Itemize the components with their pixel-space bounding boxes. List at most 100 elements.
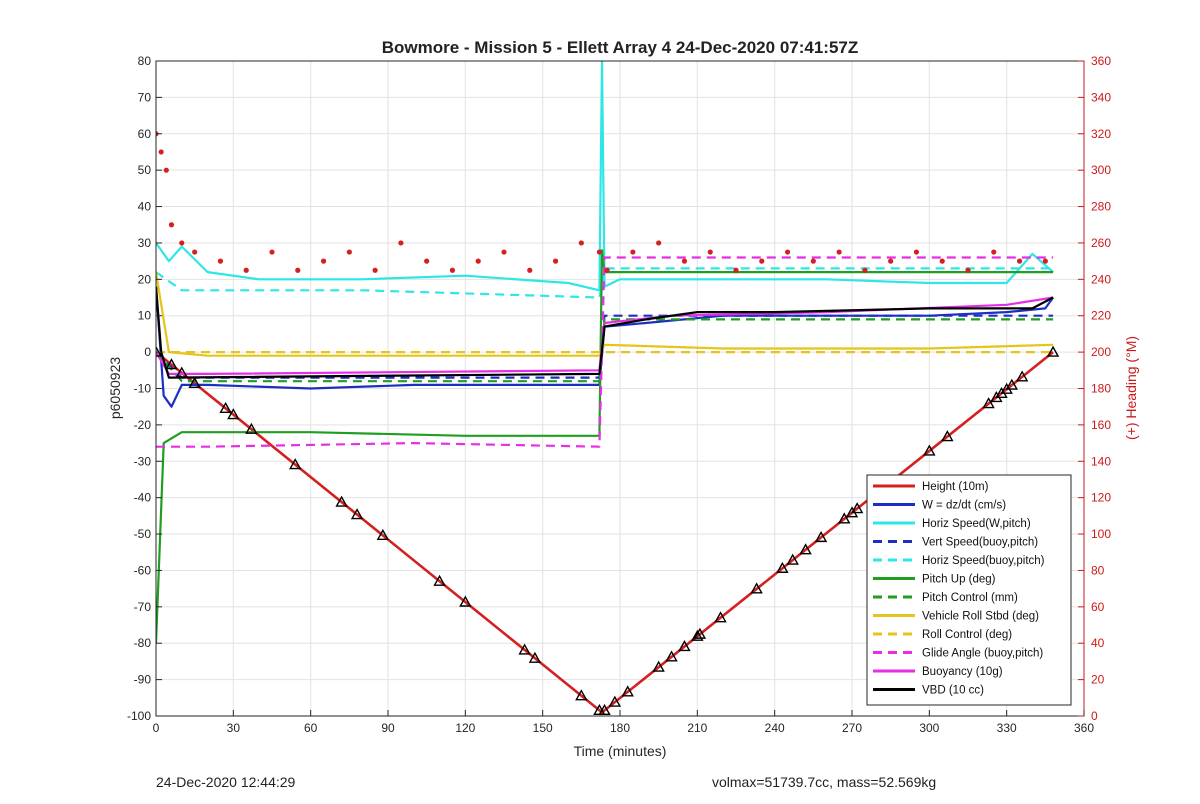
legend-entry: Horiz Speed(buoy,pitch) <box>922 555 1045 567</box>
heading-point <box>168 222 175 228</box>
series-line-6 <box>156 318 1054 383</box>
dive-marker <box>575 689 588 701</box>
heading-point <box>578 240 584 246</box>
y-tick-label: -80 <box>134 636 152 650</box>
y-tick-label: 80 <box>138 54 152 68</box>
legend-entry: Vert Speed(buoy,pitch) <box>922 537 1038 549</box>
dive-marker <box>376 528 390 541</box>
heading-point <box>888 258 894 264</box>
dive-marker <box>814 530 828 543</box>
legend-entry: Horiz Speed(W,pitch) <box>922 518 1031 530</box>
dive-marker <box>245 422 258 434</box>
legend-entry: Vehicle Roll Stbd (deg) <box>922 611 1039 623</box>
y-right-tick-label: 40 <box>1091 636 1105 650</box>
heading-point <box>163 167 169 173</box>
y-tick-label: -30 <box>134 454 152 468</box>
y-tick-label: 20 <box>138 272 152 286</box>
heading-point <box>398 240 404 246</box>
heading-point <box>527 267 533 273</box>
x-tick-label: 120 <box>455 721 475 735</box>
dive-marker <box>350 508 364 520</box>
legend-entry: Glide Angle (buoy,pitch) <box>922 648 1043 660</box>
y-tick-label: -10 <box>134 382 152 396</box>
heading-point <box>346 249 352 255</box>
y-tick-label: -50 <box>134 527 152 541</box>
dive-marker <box>714 611 727 623</box>
dive-marker <box>652 660 665 672</box>
dive-marker <box>1046 345 1060 357</box>
legend-entry: Height (10m) <box>922 481 989 493</box>
x-tick-label: 150 <box>533 721 553 735</box>
heading-point <box>295 267 301 273</box>
heading-point <box>475 258 481 264</box>
y-tick-label: 70 <box>138 90 152 104</box>
y-tick-label: -90 <box>134 673 152 687</box>
heading-point <box>630 249 636 255</box>
x-tick-label: 60 <box>304 721 318 735</box>
series-line-10 <box>156 296 1054 375</box>
heading-point <box>424 258 430 264</box>
x-tick-label: 0 <box>153 721 160 735</box>
x-tick-label: 180 <box>610 721 630 735</box>
legend-entry: VBD (10 cc) <box>922 685 984 697</box>
y-right-tick-label: 160 <box>1091 418 1111 432</box>
heading-point <box>733 267 739 273</box>
y-tick-label: 0 <box>144 345 151 359</box>
heading-point <box>1016 258 1023 264</box>
y-right-tick-label: 120 <box>1091 491 1111 505</box>
y-tick-label: -70 <box>134 600 152 614</box>
y-right-tick-label: 280 <box>1091 200 1111 214</box>
chart-title: Bowmore - Mission 5 - Ellett Array 4 24-… <box>382 38 859 57</box>
heading-point <box>913 249 920 255</box>
legend-entry: Buoyancy (10g) <box>922 666 1003 678</box>
y-tick-label: 60 <box>138 127 152 141</box>
y-tick-label: -40 <box>134 491 152 505</box>
heading-point <box>991 249 997 255</box>
x-tick-label: 210 <box>687 721 707 735</box>
dive-marker <box>693 627 707 639</box>
heading-point <box>158 149 164 155</box>
heading-point <box>552 258 559 264</box>
y-tick-label: -60 <box>134 563 152 577</box>
dive-marker <box>923 444 936 456</box>
heading-point <box>320 258 327 264</box>
y-right-tick-label: 80 <box>1091 563 1105 577</box>
dive-marker <box>750 582 763 594</box>
y-right-tick-label: 200 <box>1091 345 1111 359</box>
y-tick-label: 40 <box>138 200 152 214</box>
dive-marker <box>850 502 864 514</box>
dive-marker <box>786 553 799 565</box>
x-axis-label: Time (minutes) <box>574 743 667 759</box>
x-tick-label: 330 <box>997 721 1017 735</box>
y-right-tick-label: 300 <box>1091 163 1111 177</box>
y-tick-label: 30 <box>138 236 152 250</box>
y-tick-label: 10 <box>138 309 152 323</box>
dive-marker <box>518 643 531 655</box>
y-right-tick-label: 140 <box>1091 454 1111 468</box>
heading-point <box>243 267 249 273</box>
dive-marker <box>227 408 240 420</box>
y-right-tick-label: 180 <box>1091 382 1111 396</box>
dive-marker <box>528 651 542 663</box>
dive-marker <box>598 703 611 716</box>
series-line-0 <box>156 351 1054 714</box>
legend-entry: Pitch Control (mm) <box>922 592 1018 604</box>
heading-point <box>372 267 378 273</box>
legend-entry: Pitch Up (deg) <box>922 574 996 586</box>
y-axis-right-label: (+) Heading (°M) <box>1123 336 1139 440</box>
dive-marker <box>608 695 622 707</box>
heading-point <box>707 249 713 255</box>
x-tick-label: 30 <box>227 721 241 735</box>
dive-marker <box>621 685 634 697</box>
y-right-tick-label: 360 <box>1091 54 1111 68</box>
dive-marker <box>289 458 302 470</box>
heading-point <box>965 267 971 273</box>
dive-marker <box>1005 378 1019 390</box>
dive-marker <box>776 561 789 573</box>
y-tick-label: -20 <box>134 418 152 432</box>
legend-entry: W = dz/dt (cm/s) <box>922 500 1006 512</box>
dive-marker <box>219 401 232 414</box>
x-tick-label: 90 <box>381 721 395 735</box>
dive-marker <box>665 650 678 662</box>
